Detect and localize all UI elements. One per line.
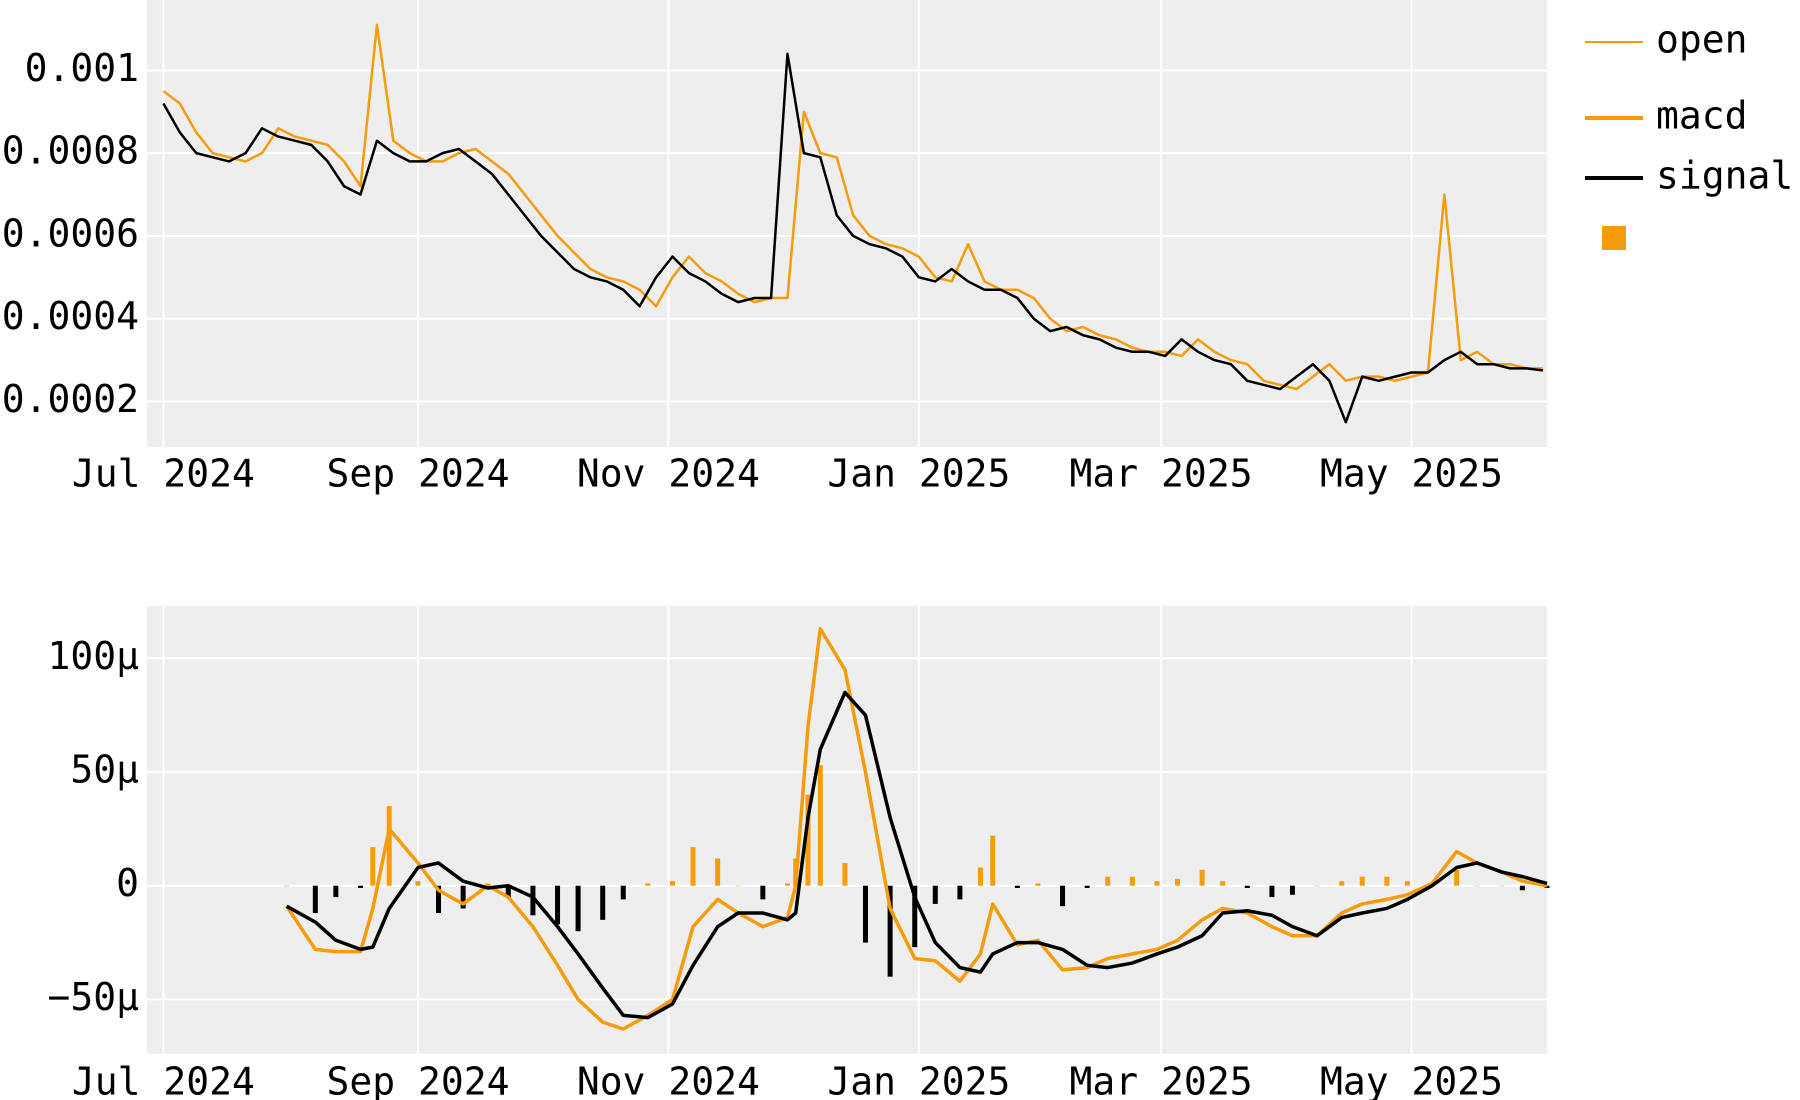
histogram-bar	[284, 885, 290, 887]
legend-label: macd	[1656, 94, 1748, 138]
y-tick-label: 0.0006	[2, 211, 139, 255]
x-tick-label: Nov 2024	[577, 1060, 760, 1100]
histogram-bar	[1084, 885, 1090, 888]
histogram-bar	[1454, 869, 1460, 886]
histogram-bar	[505, 885, 511, 898]
histogram-bar	[460, 885, 466, 909]
x-tick-label: Jul 2024	[72, 452, 255, 496]
histogram-bar	[715, 858, 721, 886]
y-tick-label: 0.0004	[2, 294, 139, 338]
histogram-bar	[1314, 885, 1320, 887]
histogram-bar	[1154, 881, 1160, 886]
histogram-bar	[842, 862, 848, 886]
histogram-bar	[1220, 881, 1226, 886]
histogram-bar	[1404, 881, 1410, 886]
histogram-bar	[357, 885, 363, 888]
histogram-bar	[1519, 885, 1525, 891]
histogram-bar	[957, 885, 963, 900]
y-tick-label: −50μ	[47, 975, 139, 1019]
x-tick-label: May 2025	[1320, 452, 1503, 496]
legend-swatch	[1602, 226, 1626, 250]
histogram-bar	[370, 847, 376, 886]
x-tick-label: Jan 2025	[827, 1060, 1010, 1100]
histogram-bar	[1384, 876, 1390, 886]
y-tick-label: 0.001	[25, 46, 139, 90]
histogram-bar	[990, 835, 996, 886]
histogram-bar	[435, 885, 441, 914]
line-series	[285, 626, 1548, 1031]
histogram-bar	[1199, 869, 1205, 886]
histogram-bar	[1339, 881, 1345, 886]
histogram-bar	[1035, 883, 1041, 886]
x-tick-label: Mar 2025	[1070, 452, 1253, 496]
histogram-bar	[555, 885, 561, 925]
histogram-bar	[1174, 878, 1180, 886]
histogram-bar	[784, 883, 790, 886]
y-tick-label: 0.0002	[2, 377, 139, 421]
histogram-bar	[386, 806, 392, 886]
histogram-bar	[1269, 885, 1275, 898]
histogram-bar	[333, 885, 339, 898]
x-tick-label: Jul 2024	[72, 1060, 255, 1100]
histogram-bar	[862, 885, 868, 943]
histogram-bar	[1014, 885, 1020, 888]
line-series	[162, 52, 1544, 424]
histogram-bar	[912, 885, 918, 948]
x-tick-label: Sep 2024	[326, 452, 509, 496]
legend-label: signal	[1656, 154, 1793, 198]
histogram-bar	[1544, 885, 1550, 888]
histogram-bar	[1289, 885, 1295, 895]
x-tick-label: Sep 2024	[326, 1060, 509, 1100]
histogram-bar	[530, 885, 536, 916]
histogram-bar	[1244, 885, 1250, 888]
histogram-bar	[760, 885, 766, 900]
y-tick-label: 0.0008	[2, 129, 139, 173]
histogram-bar	[1105, 876, 1111, 886]
histogram-bar	[670, 881, 676, 886]
legend-label: open	[1656, 18, 1748, 62]
histogram-bar	[1359, 876, 1365, 886]
line-series	[162, 23, 1543, 391]
histogram-bar	[600, 885, 606, 920]
histogram-bar	[620, 885, 626, 900]
histogram-bar	[1499, 885, 1505, 887]
x-tick-label: Jan 2025	[827, 452, 1010, 496]
histogram-bar	[805, 794, 811, 886]
histogram-bar	[1474, 885, 1480, 887]
histogram-bar	[1129, 876, 1135, 886]
x-tick-label: Mar 2025	[1070, 1060, 1253, 1100]
histogram-bar	[312, 885, 318, 914]
histogram-bar	[645, 883, 651, 886]
y-tick-label: 100μ	[47, 634, 139, 678]
histogram-bar	[932, 885, 938, 904]
histogram-bar	[415, 881, 421, 886]
y-tick-label: 0	[116, 861, 139, 905]
histogram-bar	[690, 847, 696, 886]
histogram-bar	[817, 765, 823, 886]
plot-area	[147, 0, 1547, 447]
histogram-bar	[1060, 885, 1066, 907]
y-tick-label: 50μ	[70, 748, 139, 792]
histogram-bar	[575, 885, 581, 932]
histogram-bar	[977, 867, 983, 886]
line-series	[285, 690, 1548, 1020]
histogram-bar	[887, 885, 893, 977]
histogram-bar	[735, 885, 741, 887]
x-tick-label: May 2025	[1320, 1060, 1503, 1100]
x-tick-label: Nov 2024	[577, 452, 760, 496]
